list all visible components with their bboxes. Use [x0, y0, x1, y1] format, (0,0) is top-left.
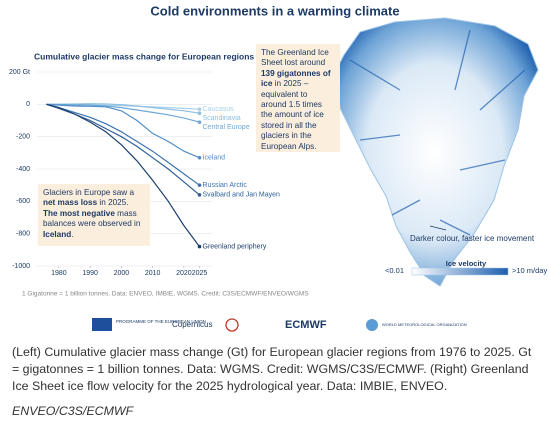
x-tick-label: 2020: [176, 270, 192, 277]
legend-label: Caucasus: [203, 106, 235, 113]
end-marker: [197, 155, 202, 160]
legend-label: Svalbard and Jan Mayen: [203, 192, 281, 199]
end-marker: [197, 193, 202, 197]
x-tick-label: 1990: [82, 270, 98, 277]
annotation-text: in 2025 – equivalent to around 1.5 times…: [261, 79, 324, 151]
y-tick-label: -1000: [12, 263, 30, 270]
logo-text: PROGRAMME OF THE EUROPEAN UNION: [116, 319, 206, 324]
x-tick-label: 1980: [51, 270, 67, 277]
logo-icon: [225, 318, 239, 332]
legend-max: >10 m/day: [512, 266, 547, 275]
annotation-text: Iceland: [43, 229, 72, 239]
end-marker: [197, 111, 202, 116]
y-tick-label: -600: [16, 198, 30, 205]
series-line: [46, 103, 200, 247]
x-tick-label: 2010: [145, 270, 161, 277]
legend-label: Russian Arctic: [203, 182, 248, 189]
end-marker: [197, 107, 202, 111]
y-tick-label: -400: [16, 166, 30, 173]
logos: PROGRAMME OF THE EUROPEAN UNION Copernic…: [92, 318, 467, 332]
ice-streams: [349, 29, 526, 236]
logo-text: WORLD METEOROLOGICAL ORGANIZATION: [382, 322, 467, 327]
chart-note: 1 Gigatonne = 1 billion tonnes. Data: EN…: [22, 291, 309, 298]
end-marker: [197, 120, 202, 124]
annotation-text: mass balances were observed in: [43, 208, 141, 229]
annotation-text: net mass loss: [43, 198, 98, 208]
annotation-text: in 2025.: [97, 198, 129, 208]
annotation-text: .: [71, 229, 74, 239]
legend-min: <0.01: [385, 266, 404, 275]
velocity-note: Darker colour, faster ice movement: [410, 234, 535, 243]
x-tick-label: 2025: [192, 270, 208, 277]
legend-title: Ice velocity: [446, 259, 487, 268]
credit: ENVEO/C3S/ECMWF: [12, 404, 134, 418]
legend-label: Central Europe: [203, 124, 250, 131]
note-pointer: [429, 225, 447, 231]
end-marker: [197, 183, 202, 187]
y-tick-label: -200: [16, 134, 30, 141]
y-tick-label: 200 Gt: [9, 69, 30, 76]
series-line: [46, 103, 200, 196]
series-line: [46, 103, 200, 186]
y-tick-label: -800: [16, 231, 30, 238]
greenland-annotation: The Greenland Ice Sheet lost around 139 …: [256, 44, 340, 152]
europe-annotation: Glaciers in Europe saw a net mass loss i…: [38, 184, 150, 246]
chart: Cold environments in a warming climate C…: [9, 3, 547, 332]
annotation-text: 139 gigatonnes of ice: [261, 68, 331, 89]
legend-label: Greenland periphery: [203, 243, 267, 250]
series-line: [46, 103, 200, 123]
logo-icon: [366, 319, 378, 331]
y-tick-label: 0: [26, 101, 30, 108]
series-line: [46, 103, 200, 159]
header-title: Cold environments in a warming climate: [150, 3, 399, 18]
annotation-text: The Greenland Ice Sheet lost around: [261, 48, 329, 68]
legend-colorbar: [411, 267, 509, 276]
logo-text: Copernicus: [172, 320, 212, 329]
caption: (Left) Cumulative glacier mass change (G…: [12, 345, 532, 393]
legend-label: Iceland: [203, 155, 226, 162]
eu-flag: [92, 318, 112, 331]
annotation-text: The most negative: [43, 208, 115, 218]
annotation-text: Glaciers in Europe saw a: [43, 188, 135, 197]
end-marker: [197, 244, 202, 249]
greenland-map: [330, 17, 539, 287]
legend-label: Scandinavia: [203, 115, 241, 122]
x-tick-label: 2000: [114, 270, 130, 277]
logo-text: ECMWF: [285, 319, 327, 331]
chart-title: Cumulative glacier mass change for Europ…: [34, 51, 254, 61]
series-line: [46, 103, 200, 114]
